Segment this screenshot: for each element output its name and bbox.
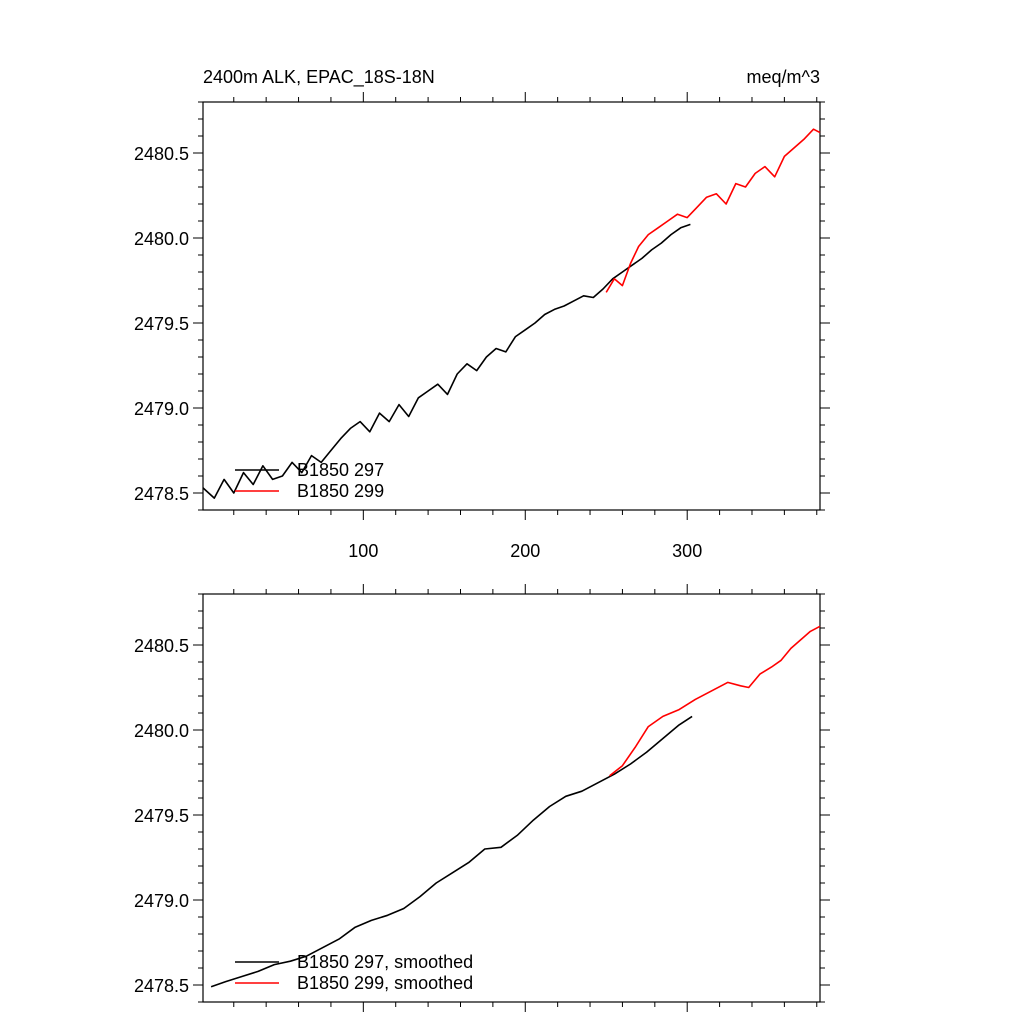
units-label: meq/m^3 (747, 67, 820, 87)
bottom-y-tick-label: 2478.5 (134, 976, 189, 996)
top-series-line-1 (202, 223, 691, 499)
top-y-tick-label: 2479.0 (134, 399, 189, 419)
top-y-tick-label: 2480.0 (134, 229, 189, 249)
bottom-y-tick-label: 2479.0 (134, 891, 189, 911)
bottom-y-tick-label: 2479.5 (134, 806, 189, 826)
bottom-legend-label-1: B1850 297, smoothed (297, 952, 473, 972)
top-plot-frame (202, 101, 821, 511)
chart-title: 2400m ALK, EPAC_18S-18N (203, 67, 435, 88)
bottom-plot-frame (202, 593, 821, 1003)
top-y-tick-label: 2478.5 (134, 484, 189, 504)
bottom-legend-label-2: B1850 299, smoothed (297, 973, 473, 993)
bottom-series-line-2 (609, 625, 821, 777)
top-x-tick-label: 300 (672, 541, 702, 561)
top-x-tick-label: 100 (348, 541, 378, 561)
top-legend-label-2: B1850 299 (297, 481, 384, 501)
top-x-tick-label: 200 (510, 541, 540, 561)
bottom-y-tick-label: 2480.0 (134, 721, 189, 741)
top-y-tick-label: 2479.5 (134, 314, 189, 334)
top-legend-label-1: B1850 297 (297, 460, 384, 480)
bottom-series-line-1 (210, 715, 693, 988)
top-y-tick-label: 2480.5 (134, 144, 189, 164)
bottom-panel: 2478.5 2479.0 2479.5 2480.0 2480.5 B1850 297,… (134, 584, 830, 1012)
bottom-y-tick-label: 2480.5 (134, 636, 189, 656)
top-panel: 2478.5 2479.0 2479.5 2480.0 2480.5 100 200 300 B… (134, 92, 830, 561)
top-series-line-2 (605, 128, 821, 293)
